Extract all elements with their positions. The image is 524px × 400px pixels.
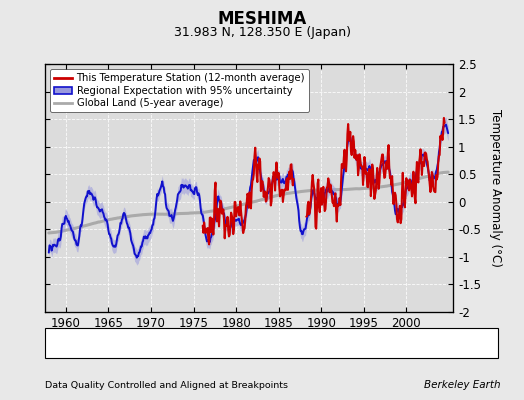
Text: Station Move: Station Move — [64, 338, 129, 348]
Text: ▲: ▲ — [161, 338, 169, 348]
Text: 31.983 N, 128.350 E (Japan): 31.983 N, 128.350 E (Japan) — [173, 26, 351, 39]
Text: ▼: ▼ — [276, 338, 285, 348]
Text: ■: ■ — [385, 338, 396, 348]
Text: MESHIMA: MESHIMA — [217, 10, 307, 28]
Text: Time of Obs. Change: Time of Obs. Change — [292, 338, 396, 348]
Legend: This Temperature Station (12-month average), Regional Expectation with 95% uncer: This Temperature Station (12-month avera… — [50, 69, 309, 112]
Text: ◆: ◆ — [48, 338, 57, 348]
Text: Record Gap: Record Gap — [177, 338, 234, 348]
Text: Empirical Break: Empirical Break — [402, 338, 481, 348]
Y-axis label: Temperature Anomaly (°C): Temperature Anomaly (°C) — [489, 109, 503, 267]
Text: Berkeley Earth: Berkeley Earth — [424, 380, 500, 390]
Text: Data Quality Controlled and Aligned at Breakpoints: Data Quality Controlled and Aligned at B… — [45, 381, 288, 390]
